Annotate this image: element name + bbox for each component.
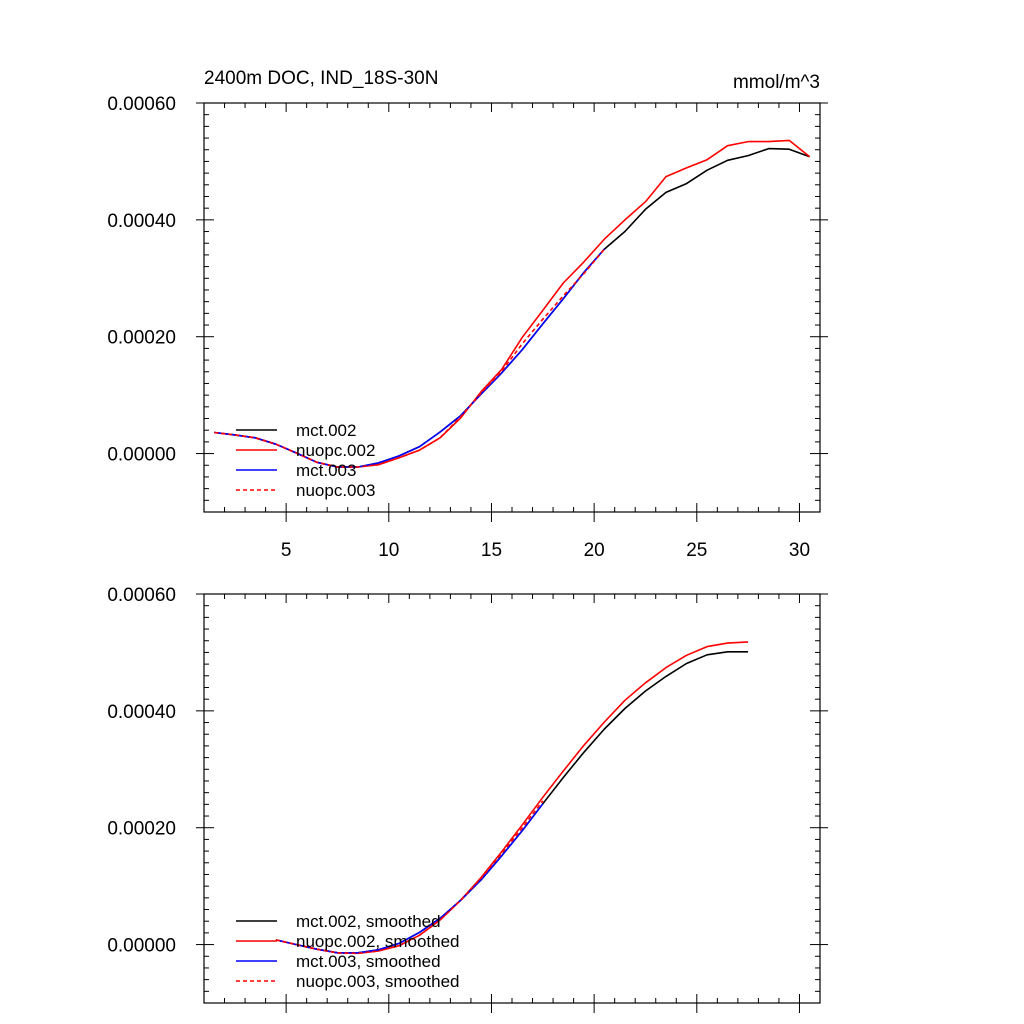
y-tick-label: 0.00060	[107, 585, 176, 606]
y-tick-label: 0.00040	[107, 702, 176, 723]
series-line-top-0	[214, 147, 810, 468]
series-line-top-2	[214, 248, 606, 468]
y-tick-label: 0.00020	[107, 819, 176, 840]
y-tick-label: 0.00020	[107, 328, 176, 349]
legend-label: mct.002, smoothed	[296, 912, 441, 931]
legend-label: nuopc.002	[296, 441, 375, 460]
x-ticks	[203, 594, 821, 1013]
legend-label: nuopc.003, smoothed	[296, 972, 460, 991]
x-tick-label: 15	[481, 540, 502, 561]
legend-label: mct.002	[296, 421, 356, 440]
x-tick-label: 25	[686, 540, 707, 561]
units-label: mmol/m^3	[733, 72, 820, 93]
y-tick-label: 0.00060	[107, 94, 176, 115]
x-tick-label: 10	[378, 540, 399, 561]
series-line-bottom-1	[275, 641, 749, 955]
series-line-top-3	[214, 248, 606, 468]
y-tick-label: 0.00000	[107, 445, 176, 466]
legend-label: nuopc.002, smoothed	[296, 932, 460, 951]
y-ticks	[196, 593, 828, 1004]
series-line-top-1	[214, 139, 811, 468]
panel-bottom: 0.00000 0.00020 0.00040 0.00060 mct.002, smo…	[107, 585, 828, 1013]
y-tick-label: 0.00040	[107, 211, 176, 232]
y-ticks	[196, 102, 828, 513]
legend-label: nuopc.003	[296, 481, 375, 500]
panel-top: 0.00000 0.00020 0.00040 0.00060 5 10 15 20 25 30 m…	[107, 94, 828, 561]
legend-label: mct.003	[296, 461, 356, 480]
series-line-bottom-0	[275, 651, 749, 954]
x-tick-label: 30	[789, 540, 810, 561]
series-line-bottom-3	[275, 800, 544, 955]
legend-label: mct.003, smoothed	[296, 952, 441, 971]
y-tick-label: 0.00000	[107, 936, 176, 957]
x-tick-label: 20	[584, 540, 605, 561]
x-ticks	[203, 103, 821, 522]
x-tick-label: 5	[281, 540, 292, 561]
chart-title: 2400m DOC, IND_18S-30N	[204, 68, 438, 89]
